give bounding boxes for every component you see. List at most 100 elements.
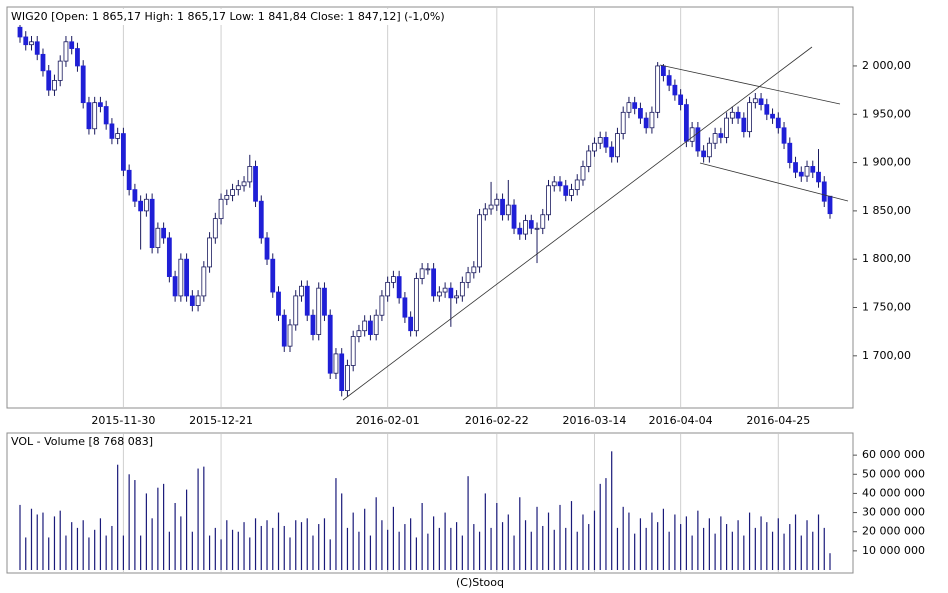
candle-body xyxy=(322,287,327,316)
candle-body xyxy=(98,102,103,107)
volume-bar xyxy=(421,503,423,570)
candle-body xyxy=(57,60,63,81)
volume-bar xyxy=(674,514,676,570)
volume-bar xyxy=(237,531,239,570)
volume-bar xyxy=(634,533,636,570)
candle-body xyxy=(149,198,155,248)
volume-bar xyxy=(335,478,337,570)
candle-body xyxy=(672,84,678,96)
volume-bar xyxy=(254,518,257,570)
title-background xyxy=(9,9,471,25)
candle-body xyxy=(546,185,551,216)
volume-bar xyxy=(369,535,372,570)
volume-bar xyxy=(553,529,555,570)
candle-body xyxy=(821,181,827,202)
candle-body xyxy=(431,268,437,297)
volume-bar xyxy=(645,527,647,570)
candle-body xyxy=(793,162,798,173)
candle-body xyxy=(115,133,121,139)
candle-body xyxy=(775,117,781,129)
volume-bar xyxy=(760,516,762,570)
volume-bar xyxy=(65,535,67,570)
candle-body xyxy=(419,268,425,279)
volume-bar xyxy=(651,512,653,570)
candle-body xyxy=(413,278,419,332)
y-tick-label: 1 700,00 xyxy=(862,349,911,362)
volume-bar xyxy=(163,483,165,570)
candle-body xyxy=(741,117,747,133)
volume-bar xyxy=(185,489,188,570)
volume-bar xyxy=(375,497,377,570)
volume-bar xyxy=(134,480,136,570)
volume-bar xyxy=(737,520,739,570)
candle-body xyxy=(166,237,172,277)
candle-body xyxy=(253,166,258,202)
volume-bar xyxy=(318,524,320,570)
volume-bar xyxy=(703,527,705,570)
volume-bar xyxy=(628,512,630,570)
candle-body xyxy=(597,137,603,144)
chart-title: WIG20 [Open: 1 865,17 High: 1 865,17 Low… xyxy=(11,10,445,23)
volume-bar xyxy=(295,520,297,570)
volume-bar xyxy=(565,527,567,570)
volume-bar xyxy=(71,522,73,570)
candle-body xyxy=(592,142,597,152)
candle-body xyxy=(425,268,431,271)
candle-body xyxy=(333,353,339,374)
candle-body xyxy=(299,285,304,297)
volume-bar xyxy=(404,524,406,570)
trend-line xyxy=(699,162,849,202)
volume-bar xyxy=(576,531,578,570)
candle-body xyxy=(603,137,609,148)
candle-body xyxy=(500,198,505,216)
volume-bar xyxy=(76,527,79,570)
candle-body xyxy=(189,295,195,306)
volume-bar xyxy=(743,535,745,570)
volume-bar xyxy=(387,529,389,570)
candle-body xyxy=(155,227,161,249)
volume-bar xyxy=(88,537,90,570)
volume-bar xyxy=(570,501,573,570)
candle-body xyxy=(235,185,241,191)
candle-body xyxy=(471,266,477,274)
volume-bar xyxy=(812,531,814,570)
candle-body xyxy=(459,281,465,297)
volume-bar xyxy=(530,531,532,570)
volume-bar xyxy=(410,518,412,570)
candle-body xyxy=(132,189,138,202)
candle-body xyxy=(781,127,787,144)
volume-bar xyxy=(800,535,802,570)
candle-body xyxy=(655,65,661,113)
candle-body xyxy=(270,258,276,293)
x-tick-label: 2015-11-30 xyxy=(91,414,155,427)
candle-body xyxy=(379,295,385,316)
candle-body xyxy=(632,102,638,109)
volume-bar xyxy=(36,514,38,570)
candle-body xyxy=(798,171,804,177)
volume-bar xyxy=(691,535,693,570)
volume-bar xyxy=(484,493,486,570)
volume-bar xyxy=(145,493,147,570)
candle-body xyxy=(172,276,178,297)
candle-body xyxy=(701,150,707,158)
candle-body xyxy=(408,316,414,332)
candle-body xyxy=(327,314,333,374)
x-tick-label: 2016-04-04 xyxy=(649,414,713,427)
volume-bar xyxy=(461,535,463,570)
candle-body xyxy=(442,287,448,293)
x-tick-label: 2015-12-21 xyxy=(189,414,253,427)
volume-bar xyxy=(501,522,504,570)
candle-body xyxy=(609,146,615,158)
candle-body xyxy=(40,53,46,72)
candle-body xyxy=(747,102,752,133)
candle-body xyxy=(230,189,235,196)
candle-body xyxy=(436,291,442,297)
volume-bar xyxy=(668,531,670,570)
volume-bar xyxy=(352,512,354,570)
x-tick-label: 2016-02-22 xyxy=(465,414,529,427)
volume-bar xyxy=(513,535,515,570)
y-tick-label: 1 900,00 xyxy=(862,156,911,169)
volume-bar xyxy=(341,493,343,570)
volume-bar xyxy=(53,516,56,570)
